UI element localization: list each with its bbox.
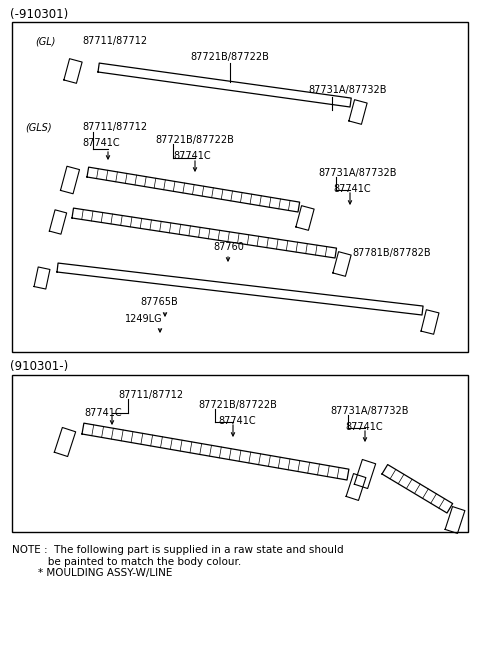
- Text: 87781B/87782B: 87781B/87782B: [352, 248, 431, 258]
- Text: NOTE :  The following part is supplied in a raw state and should
           be p: NOTE : The following part is supplied in…: [12, 545, 344, 578]
- Text: 1249LG: 1249LG: [125, 314, 163, 324]
- Text: 87765B: 87765B: [140, 297, 178, 307]
- Text: 87731A/87732B: 87731A/87732B: [330, 406, 408, 416]
- Text: 87741C: 87741C: [333, 184, 371, 194]
- Text: 87731A/87732B: 87731A/87732B: [308, 85, 386, 95]
- Text: 87711/87712: 87711/87712: [82, 36, 147, 46]
- Text: 87711/87712: 87711/87712: [82, 122, 147, 132]
- Text: 87721B/87722B: 87721B/87722B: [190, 52, 269, 62]
- Text: 87760: 87760: [213, 242, 244, 252]
- Text: 87741C: 87741C: [173, 151, 211, 161]
- Text: 87711/87712: 87711/87712: [118, 390, 183, 400]
- Text: 87741C: 87741C: [345, 422, 383, 432]
- Bar: [12, 375, 468, 532]
- Text: (GL): (GL): [35, 36, 55, 46]
- Text: 87731A/87732B: 87731A/87732B: [318, 168, 396, 178]
- Text: 87741C: 87741C: [84, 408, 121, 418]
- Text: (-910301): (-910301): [10, 8, 68, 21]
- Text: 87741C: 87741C: [82, 138, 120, 148]
- Text: (910301-): (910301-): [10, 360, 68, 373]
- Text: 87721B/87722B: 87721B/87722B: [198, 400, 277, 410]
- Bar: [12, 22, 468, 352]
- Text: (GLS): (GLS): [25, 122, 52, 132]
- Text: 87721B/87722B: 87721B/87722B: [155, 135, 234, 145]
- Text: 87741C: 87741C: [218, 416, 256, 426]
